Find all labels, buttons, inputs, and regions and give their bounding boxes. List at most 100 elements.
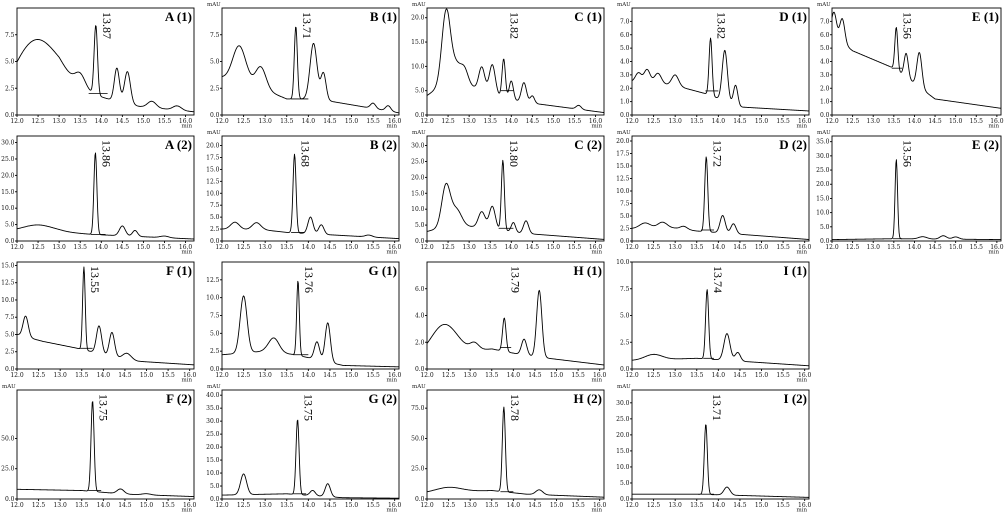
x-tick-label: 16.0 [388, 244, 402, 251]
y-tick-label: 7.5 [5, 314, 15, 321]
y-tick-label: 40.0 [206, 392, 220, 399]
panel-label: B (2) [370, 137, 397, 152]
x-tick-label: 15.5 [366, 372, 380, 379]
y-axis-unit: mAU [207, 2, 221, 8]
y-tick-label: 5.0 [620, 213, 630, 220]
x-tick-label: 15.0 [949, 244, 963, 251]
y-axis-unit: mAU [412, 130, 426, 136]
chromatogram-panel-c1: 12.0 12.5 13.0 13.5 14.0 14.5 15.0 15.5 16.0 min 0… [410, 0, 610, 130]
x-tick-label: 13.5 [690, 244, 704, 251]
y-tick-label: 2.5 [620, 226, 630, 233]
x-tick-label: 13.0 [668, 502, 682, 509]
x-tick-label: 16.0 [183, 372, 197, 379]
x-tick-label: 15.5 [571, 502, 585, 509]
x-tick-label: 15.0 [949, 118, 963, 125]
x-tick-label: 13.0 [258, 244, 272, 251]
y-tick-label: 15.0 [616, 448, 630, 455]
x-tick-label: 16.0 [798, 244, 812, 251]
y-tick-label: 10.0 [206, 190, 220, 197]
y-tick-label: 5.0 [210, 214, 220, 221]
y-tick-label: 10.0 [411, 63, 425, 70]
x-tick-label: 15.0 [140, 372, 154, 379]
y-tick-label: 10.0 [816, 210, 830, 217]
y-axis-unit: mAU [817, 130, 831, 136]
y-tick-label: 10.0 [616, 464, 630, 471]
retention-time-label: 13.56 [900, 12, 914, 39]
x-tick-label: 16.0 [593, 502, 607, 509]
chromatogram-trace [631, 289, 810, 367]
chromatogram-trace [426, 406, 605, 498]
y-tick-label: 5.0 [210, 330, 220, 337]
y-tick-label: 20.0 [206, 444, 220, 451]
y-tick-label: 6.0 [415, 286, 425, 293]
x-tick-label: 16.0 [990, 244, 1004, 251]
x-tick-label: 12.5 [237, 244, 251, 251]
chromatogram-trace [221, 153, 400, 240]
x-tick-label: 13.5 [280, 372, 294, 379]
x-tick-label: 13.5 [887, 118, 901, 125]
x-axis-unit: min [386, 250, 397, 256]
chromatogram-panel-a2: 12.0 12.5 13.0 13.5 14.0 14.5 15.0 15.5 16.0 min 0… [0, 128, 200, 256]
x-tick-label: 12.5 [647, 502, 661, 509]
x-tick-label: 14.5 [118, 502, 132, 509]
x-axis-unit: min [988, 250, 999, 256]
x-tick-label: 14.5 [733, 118, 747, 125]
plot-frame [426, 389, 605, 500]
x-tick-label: 13.0 [52, 118, 66, 125]
x-tick-label: 15.0 [550, 372, 564, 379]
y-tick-label: 35.0 [816, 139, 830, 146]
panel-label: H (1) [573, 263, 602, 278]
plot-frame [426, 135, 605, 242]
x-tick-label: 12.0 [215, 118, 229, 125]
y-tick-label: 0.0 [620, 496, 630, 503]
y-tick-label: 5.0 [820, 224, 830, 231]
y-tick-label: 15.0 [206, 457, 220, 464]
x-tick-label: 12.5 [237, 372, 251, 379]
x-tick-label: 14.5 [733, 372, 747, 379]
y-tick-label: 10.0 [1, 297, 15, 304]
x-tick-label: 15.5 [366, 244, 380, 251]
y-tick-label: 30.0 [1, 140, 15, 147]
x-tick-label: 16.0 [388, 372, 402, 379]
x-tick-label: 14.0 [712, 502, 726, 509]
y-tick-label: 0.0 [210, 496, 220, 503]
y-tick-label: 7.0 [820, 18, 830, 25]
chromatogram-panel-g1: 12.0 12.5 13.0 13.5 14.0 14.5 15.0 15.5 16.0 min 0… [205, 254, 405, 384]
y-tick-label: 30.0 [616, 400, 630, 407]
y-tick-label: 25.0 [816, 167, 830, 174]
y-tick-label: 7.5 [620, 201, 630, 208]
chromatogram-panel-i1: 12.0 12.5 13.0 13.5 14.0 14.5 15.0 15.5 16.0 min 0… [615, 254, 815, 384]
x-tick-label: 14.5 [528, 502, 542, 509]
chromatogram-panel-f2: 12.0 12.5 13.0 13.5 14.0 14.5 15.0 15.5 16.0 min 0… [0, 382, 200, 512]
chromatogram-trace [16, 266, 195, 366]
x-tick-label: 14.0 [507, 502, 521, 509]
retention-time-label: 13.76 [302, 266, 316, 293]
x-axis-unit: min [988, 124, 999, 130]
y-tick-label: 20.0 [411, 15, 425, 22]
retention-time-label: 13.68 [299, 140, 313, 167]
x-tick-label: 15.0 [140, 502, 154, 509]
x-tick-label: 13.5 [75, 372, 89, 379]
y-tick-label: 35.0 [206, 405, 220, 412]
y-axis-unit: mAU [617, 130, 631, 136]
x-tick-label: 16.0 [388, 118, 402, 125]
y-tick-label: 50.0 [411, 435, 425, 442]
x-tick-label: 14.0 [505, 244, 519, 251]
x-tick-label: 15.5 [776, 118, 790, 125]
x-tick-label: 12.0 [625, 244, 639, 251]
y-tick-label: 15.0 [816, 195, 830, 202]
x-tick-label: 16.0 [388, 502, 402, 509]
x-tick-label: 13.5 [280, 118, 294, 125]
chromatogram-panel-c2: 12.0 12.5 13.0 13.5 14.0 14.5 15.0 15.5 16.0 min 0… [410, 128, 610, 256]
x-tick-label: 15.0 [137, 118, 151, 125]
y-tick-label: 10.0 [1, 205, 15, 212]
y-tick-label: 0.0 [820, 238, 830, 245]
x-axis-unit: min [181, 508, 192, 512]
